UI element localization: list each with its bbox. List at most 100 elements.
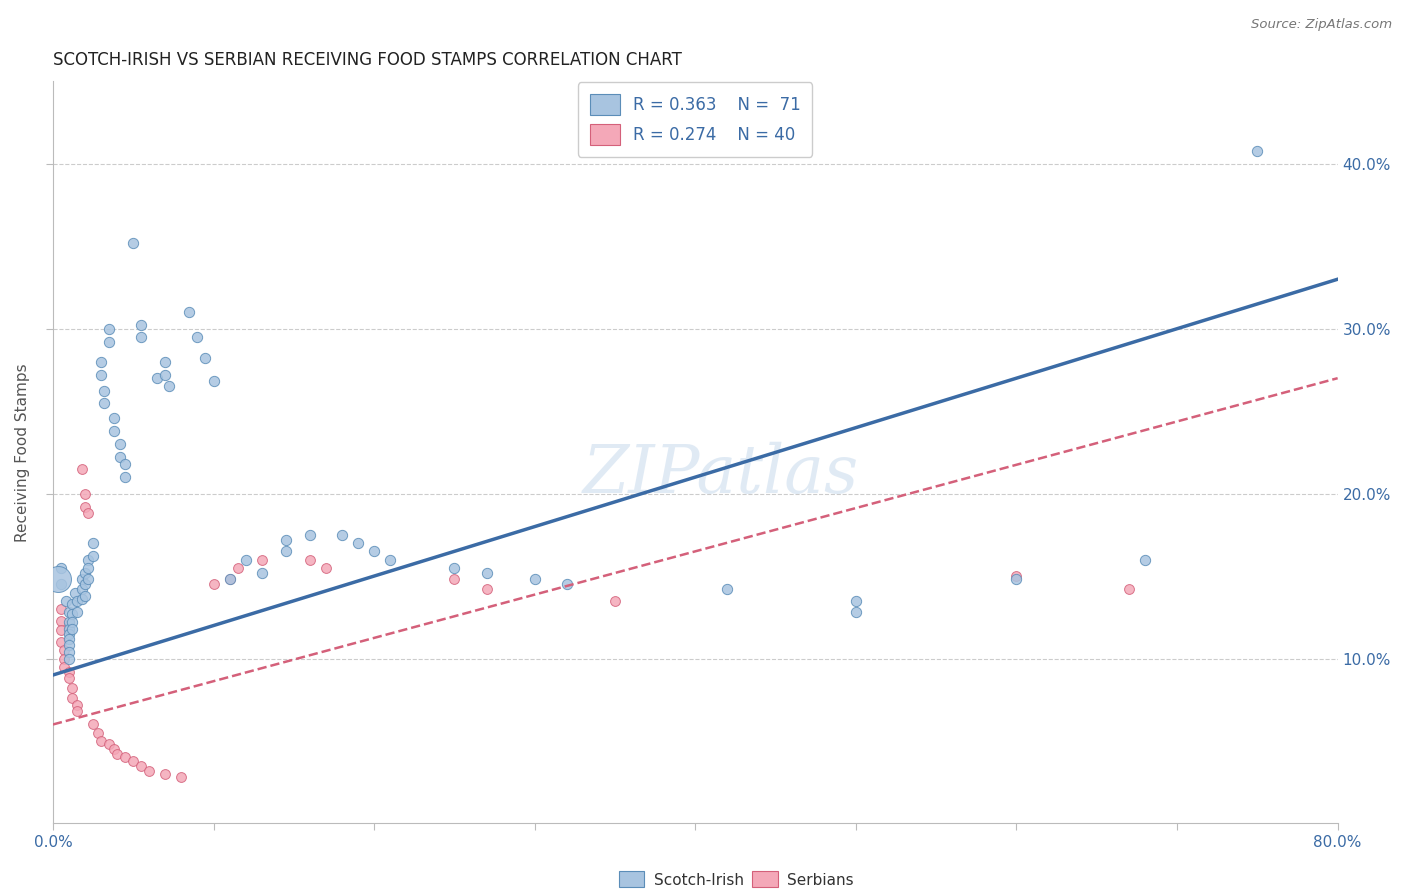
Point <box>114 470 136 484</box>
Point <box>49 561 72 575</box>
Point <box>73 589 96 603</box>
Point <box>65 585 87 599</box>
Point <box>129 330 152 344</box>
Point <box>90 734 112 748</box>
Point <box>523 573 546 587</box>
Point <box>194 351 217 366</box>
Point <box>845 605 868 619</box>
Point <box>49 614 72 628</box>
Point <box>110 437 132 451</box>
Point <box>82 536 104 550</box>
Point <box>555 577 578 591</box>
Point <box>129 318 152 333</box>
Point <box>179 305 201 319</box>
Point <box>274 544 297 558</box>
Y-axis label: Receiving Food Stamps: Receiving Food Stamps <box>15 363 30 541</box>
Point <box>58 638 80 652</box>
Point <box>73 486 96 500</box>
Point <box>53 651 76 665</box>
Point <box>58 645 80 659</box>
Point <box>1246 144 1268 158</box>
Point <box>77 507 100 521</box>
Point <box>58 651 80 665</box>
Point <box>60 691 83 706</box>
Point <box>114 457 136 471</box>
Point <box>58 615 80 630</box>
Point <box>603 594 626 608</box>
Point <box>475 582 498 597</box>
Point <box>114 750 136 764</box>
Point <box>845 594 868 608</box>
Point <box>235 552 257 566</box>
Point <box>1118 582 1140 597</box>
Point <box>716 582 738 597</box>
Point <box>186 330 208 344</box>
Point <box>443 573 465 587</box>
Point <box>58 671 80 685</box>
Point <box>58 622 80 636</box>
Point <box>1005 569 1028 583</box>
Text: Source: ZipAtlas.com: Source: ZipAtlas.com <box>1251 18 1392 31</box>
Point <box>475 566 498 580</box>
Text: SCOTCH-IRISH VS SERBIAN RECEIVING FOOD STAMPS CORRELATION CHART: SCOTCH-IRISH VS SERBIAN RECEIVING FOOD S… <box>53 51 682 69</box>
Legend: R = 0.363    N =  71, R = 0.274    N = 40: R = 0.363 N = 71, R = 0.274 N = 40 <box>578 82 813 157</box>
Point <box>202 577 225 591</box>
Point <box>46 573 69 587</box>
Point <box>202 375 225 389</box>
Point <box>73 500 96 514</box>
Point <box>138 764 160 778</box>
Point <box>55 594 77 608</box>
Point <box>298 552 321 566</box>
Point <box>90 368 112 382</box>
Point <box>77 573 100 587</box>
Point <box>66 698 89 712</box>
Point <box>157 379 180 393</box>
Point <box>73 566 96 580</box>
Point <box>129 758 152 772</box>
Point <box>298 528 321 542</box>
Point <box>53 643 76 657</box>
Point <box>226 561 249 575</box>
Point <box>70 592 93 607</box>
Point <box>103 742 125 756</box>
Point <box>49 624 72 638</box>
Point <box>443 561 465 575</box>
Point <box>218 573 240 587</box>
Point <box>58 632 80 646</box>
Point <box>49 577 72 591</box>
Point <box>70 573 93 587</box>
Point <box>122 235 145 250</box>
Point <box>110 450 132 465</box>
Point <box>58 627 80 641</box>
Point <box>60 597 83 611</box>
Point <box>170 770 193 784</box>
Point <box>98 334 121 349</box>
Point <box>1133 552 1156 566</box>
Point <box>60 607 83 621</box>
Point <box>58 665 80 679</box>
Point <box>87 725 110 739</box>
Point <box>73 577 96 591</box>
Point <box>49 635 72 649</box>
Point <box>103 424 125 438</box>
Point <box>155 767 177 781</box>
Point <box>66 605 89 619</box>
Point <box>49 602 72 616</box>
Point <box>82 717 104 731</box>
Point <box>1005 573 1028 587</box>
Point <box>58 605 80 619</box>
Point <box>77 552 100 566</box>
Point <box>363 544 385 558</box>
Point <box>66 704 89 718</box>
Point <box>155 368 177 382</box>
Point <box>60 681 83 696</box>
Point <box>274 533 297 547</box>
Point <box>60 615 83 630</box>
Point <box>146 371 169 385</box>
Point <box>93 384 115 399</box>
Point <box>378 552 401 566</box>
Point <box>330 528 353 542</box>
Point <box>66 594 89 608</box>
Point <box>98 737 121 751</box>
Point <box>105 747 128 761</box>
